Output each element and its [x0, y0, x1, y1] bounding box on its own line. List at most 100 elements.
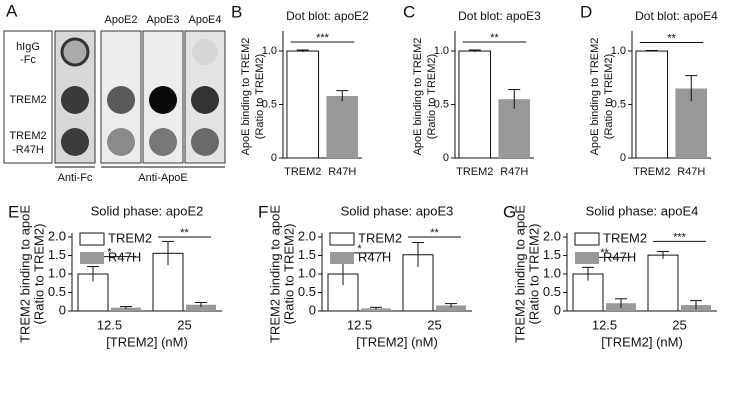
legend-label: TREM2: [603, 230, 647, 245]
legend-label: R47H: [358, 249, 391, 264]
significance-label: ***: [673, 231, 687, 243]
y-tick-label: 1.0: [48, 265, 66, 280]
significance-label: *: [357, 243, 362, 255]
dot: [107, 128, 135, 156]
significance-label: **: [180, 227, 189, 239]
y-tick-label: 0.5: [543, 284, 561, 299]
x-tick-label: 12.5: [347, 317, 372, 332]
y-axis-label: TREM2 binding to apoE: [17, 205, 32, 343]
significance-label: **: [430, 227, 439, 239]
bar: [498, 99, 531, 158]
row-label: -Fc: [20, 54, 36, 66]
chart-title: Solid phase: apoE2: [91, 203, 204, 218]
y-axis-label: (Ratio to TREM2): [254, 54, 266, 139]
y-tick-label: 0: [309, 302, 316, 317]
legend-swatch: [329, 232, 355, 246]
significance-label: *: [107, 247, 112, 259]
y-tick-label: 0.5: [298, 284, 316, 299]
x-tick-label: TREM2: [284, 166, 321, 178]
x-tick-label: 25: [177, 317, 191, 332]
y-tick-label: 0: [554, 302, 561, 317]
dot: [60, 37, 90, 67]
bar: [635, 50, 669, 159]
y-tick-label: 1.5: [543, 247, 561, 262]
y-tick-label: 0: [271, 152, 277, 164]
y-tick-label: 0.5: [611, 98, 626, 110]
y-tick-label: 1.0: [611, 45, 626, 57]
chart-title: Solid phase: apoE4: [586, 203, 699, 218]
panel-letter: F: [258, 202, 268, 221]
panel-letter: A: [6, 1, 18, 20]
y-tick-label: 2.0: [298, 228, 316, 243]
antibody-label: Anti-Fc: [58, 172, 93, 184]
bar: [286, 50, 320, 159]
legend-swatch: [574, 232, 600, 246]
y-axis-label: (Ratio to TREM2): [603, 54, 615, 139]
y-tick-label: 2.0: [48, 228, 66, 243]
row-label: TREM2: [9, 130, 46, 142]
dot: [192, 39, 218, 65]
y-tick-label: 1.0: [262, 45, 277, 57]
label-box: [3, 30, 53, 164]
chart-title: Solid phase: apoE3: [341, 203, 454, 218]
y-tick-label: 1.5: [298, 247, 316, 262]
y-axis-label: (Ratio to TREM2): [31, 224, 46, 325]
dot: [149, 86, 177, 114]
y-axis-label: ApoE binding to TREM2: [240, 38, 252, 156]
legend-swatch: [575, 252, 599, 264]
dot: [191, 86, 219, 114]
significance-label: **: [490, 32, 499, 44]
dot: [191, 128, 219, 156]
y-tick-label: 1.0: [298, 265, 316, 280]
y-tick-label: 0.5: [434, 98, 449, 110]
bar: [647, 254, 679, 312]
y-tick-label: 1.0: [434, 45, 449, 57]
bar: [186, 304, 216, 311]
row-label: hIgG: [16, 41, 40, 53]
column-label: ApoE4: [188, 14, 221, 26]
x-tick-label: TREM2: [456, 166, 493, 178]
y-tick-label: 2.0: [543, 228, 561, 243]
bar: [436, 305, 466, 311]
legend-label: R47H: [603, 249, 636, 264]
legend-label: TREM2: [108, 230, 152, 245]
dot: [107, 86, 135, 114]
x-tick-label: R47H: [328, 166, 356, 178]
column-label: ApoE3: [146, 14, 179, 26]
y-tick-label: 0: [59, 302, 66, 317]
legend-label: R47H: [108, 249, 141, 264]
significance-label: ***: [316, 32, 330, 44]
legend-swatch: [330, 252, 354, 264]
y-tick-label: 1.0: [543, 265, 561, 280]
x-axis-label: [TREM2] (nM): [601, 334, 683, 349]
row-label: -R47H: [12, 144, 44, 156]
row-label: TREM2: [9, 94, 46, 106]
y-tick-label: 0.5: [262, 98, 277, 110]
y-axis-label: (Ratio to TREM2): [426, 54, 438, 139]
chart-title: Dot blot: apoE4: [635, 9, 718, 23]
bar: [111, 307, 141, 311]
significance-label: **: [600, 247, 609, 259]
chart-title: Dot blot: apoE2: [286, 9, 369, 23]
y-tick-label: 0: [443, 152, 449, 164]
bar: [458, 50, 492, 159]
y-tick-label: 0: [620, 152, 626, 164]
significance-label: **: [667, 32, 676, 44]
x-tick-label: TREM2: [633, 166, 670, 178]
y-tick-label: 1.5: [48, 247, 66, 262]
y-axis-label: ApoE binding to TREM2: [589, 38, 601, 156]
x-tick-label: R47H: [677, 166, 705, 178]
blot-panel: A hIgG -Fc TREM2 TREM2 -R47H ApoE2 ApoE3…: [3, 1, 226, 184]
y-tick-label: 0.5: [48, 284, 66, 299]
y-axis-label: TREM2 binding to apoE: [267, 205, 282, 343]
panel-letter: E: [8, 202, 19, 221]
bar: [326, 95, 359, 158]
x-tick-label: R47H: [500, 166, 528, 178]
y-axis-label: (Ratio to TREM2): [281, 224, 296, 325]
x-tick-label: 25: [427, 317, 441, 332]
dot: [149, 128, 177, 156]
chart-title: Dot blot: apoE3: [458, 9, 541, 23]
x-tick-label: 12.5: [592, 317, 617, 332]
bar: [361, 308, 391, 311]
